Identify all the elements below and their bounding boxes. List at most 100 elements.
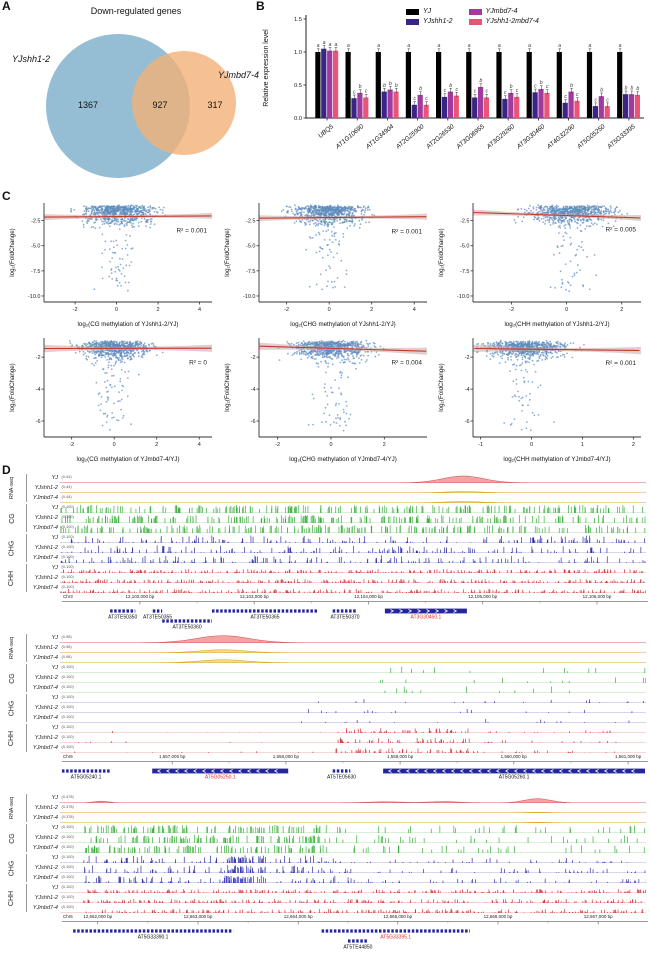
track-canvas: (0-100) [60,834,646,843]
gene-annotation [384,608,467,614]
track-group-label: RNA-seq [9,796,15,820]
legend-swatch [406,18,419,25]
scatter-ytick: -5.0 [31,244,40,250]
bar-ytick: 1.0 [294,50,302,56]
sig-letter: a [335,42,338,48]
bar [562,102,568,118]
scatter-ytick: -2.5 [31,219,40,225]
track-scale-label: (0-100) [62,575,75,579]
sig-letter: b [540,80,543,86]
scatter-ytick: -5.0 [246,244,255,250]
track-group-label: CHH [8,890,16,906]
track-group-label: CG [8,512,16,524]
track-canvas: (0-100) [60,665,646,673]
track-row-label: YJmbd7-4 [32,655,58,661]
sig-letter: c [534,84,537,90]
bar [574,100,580,118]
track-group-chg: CHG YJ (0-100) YJshh1-2 (0-100) YJmbd7-4 (0-10… [0,853,650,883]
legend-label: YJ [423,8,432,15]
scatter-plot: -2 0 2 4 -2.5 -5.0 -7.5 -10.0 R² = 0.001 log₂(CG … [9,203,212,328]
track-group-cg: CG YJ (0-100) YJshh1-2 (0-100) YJmbd7-4 (0-100… [0,503,650,533]
track-scale-label: (0-100) [62,875,75,879]
bar [483,97,490,118]
bar [472,97,478,118]
gene-annotation-row: AT5G05240.1 AT5G05250.1 AT5TE05630 AT5G0526… [0,765,650,791]
sig-letter: a [407,43,410,49]
track-scale-label: (0-100) [62,715,75,719]
track-canvas: (0-100) [60,844,646,853]
bar-ytick: 0.5 [294,83,302,89]
track-row: YJmbd7-4 (0-100) [28,683,650,693]
genome-section-2: RNA-seq YJ (0-98) YJshh1-2 (0-98) YJmbd7-4 (0-… [0,633,650,791]
track-canvas: (0-100) [60,705,646,713]
track-row: YJshh1-2 (0-378) [28,803,650,813]
bar [592,106,598,118]
sig-letter: a [317,43,320,49]
scatter-ylabel: log₂(FoldChange) [224,363,231,412]
track-row-label: YJ [51,635,58,641]
legend-swatch [468,18,482,25]
bar [478,87,484,118]
bar-category-label: AT1G10690 [334,123,366,151]
track-row-label: YJmbd7-4 [32,745,58,751]
sig-letter: c [353,89,356,95]
scatter-xtick: -2 [509,307,514,313]
bar [423,104,429,118]
track-row-label: YJmbd7-4 [32,875,58,881]
track-row-label: YJ [51,885,58,891]
track-row: YJ (0-98) [28,633,650,643]
bar [598,96,604,118]
bar [363,97,369,118]
sig-letter: c [595,97,598,103]
scatter-ylabel: log₂(FoldChange) [224,228,231,277]
ruler-tick-label: 12,663,000 bp [184,914,213,919]
bar [634,94,640,118]
track-scale-label: (0-98) [62,655,73,659]
r-squared-label: R² = 0.001 [391,229,422,236]
scatter-xtick: 2 [621,307,624,313]
track-scale-label: (0-100) [62,825,75,829]
track-row: YJshh1-2 (0-100) [28,733,650,743]
bar [623,94,629,118]
track-row: YJ (0-44) [28,473,650,483]
bar [453,95,459,118]
r-squared-label: R² = 0.001 [176,228,207,235]
track-scale-label: (0-98) [62,645,73,649]
track-row-label: YJmbd7-4 [32,525,58,531]
bar [514,96,520,118]
legend-label: YJmbd7-4 [485,8,518,15]
scatter-xtick: 1 [581,442,584,448]
scatter-ytick: -6 [465,419,470,425]
scatter-cell-3: -2 0 2 -2.5 -5.0 -7.5 -10.0 R² = 0.005 log₂(CHH … [433,198,648,331]
sig-letter: c [486,89,489,95]
sig-letter: a [589,43,592,49]
track-canvas: (0-100) [60,524,646,533]
sig-letter: b [625,85,628,91]
track-row: YJshh1-2 (0-100) [28,833,650,843]
sig-letter: c [444,88,447,94]
track-scale-label: (0-100) [62,695,75,699]
gene-annotation-row: AT5G33390.1 AT5G33395.1 AT5TE44850 [0,925,650,951]
track-group-chh: CHH YJ (0-100) YJshh1-2 (0-100) YJmbd7-4 (0-10… [0,883,650,913]
legend-swatch [406,8,419,15]
scatter-ytick: -4 [250,387,255,393]
bar [405,52,411,118]
scatter-plot: -1 0 1 2 -2 -4 -6 R² = 0.001 log₂(CHH methylatio… [438,338,642,463]
bar [345,52,351,118]
track-scale-label: (0-100) [62,855,75,859]
track-row-label: YJ [51,825,58,831]
trend-line [474,347,640,352]
bar-category-label: UBQ5 [317,123,335,140]
track-row: YJshh1-2 (0-44) [28,483,650,493]
scatter-ytick: -7.5 [460,269,469,275]
genome-section-3: RNA-seq YJ (0-378) YJshh1-2 (0-378) YJmbd7-4 (… [0,793,650,951]
gene-label: AT5TE44850 [343,945,372,951]
scatter-xtick: 2 [157,307,160,313]
track-canvas: (0-100) [60,695,646,703]
gene-label: AT5TE05630 [327,775,356,781]
scatter-xtick: -1 [479,442,484,448]
trend-line [259,345,426,352]
track-canvas: (0-100) [60,875,646,883]
sig-letter: a [377,43,380,49]
track-group-rna-seq: RNA-seq YJ (0-98) YJshh1-2 (0-98) YJmbd7-4 (0-… [0,633,650,663]
